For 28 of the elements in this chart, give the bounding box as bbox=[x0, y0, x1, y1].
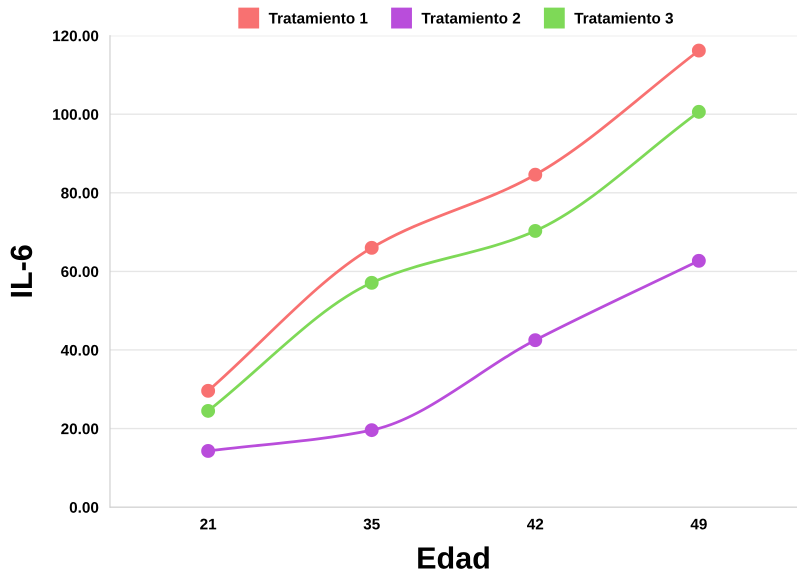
x-axis-title: Edad bbox=[418, 546, 489, 569]
point bbox=[692, 104, 706, 119]
point bbox=[201, 384, 216, 398]
point bbox=[528, 333, 542, 348]
y-tick-label: 80.00 bbox=[61, 188, 98, 199]
point bbox=[528, 168, 542, 182]
point bbox=[528, 224, 542, 238]
legend-label: Tratamiento 2 bbox=[422, 12, 520, 24]
x-tick-label: 35 bbox=[364, 518, 380, 530]
x-tick-label: 21 bbox=[200, 518, 216, 530]
point bbox=[692, 44, 706, 58]
x-tick-label: 42 bbox=[527, 518, 544, 530]
y-axis-title: IL-6 bbox=[10, 245, 32, 297]
point bbox=[364, 276, 379, 290]
y-tick-label: 60.00 bbox=[61, 266, 98, 278]
x-tick-label: 49 bbox=[690, 518, 707, 530]
point bbox=[364, 240, 379, 255]
legend-label: Tratamiento 1 bbox=[268, 12, 368, 24]
y-tick-label: 20.00 bbox=[61, 423, 98, 434]
point bbox=[201, 404, 216, 418]
y-tick-label: 40.00 bbox=[60, 344, 98, 356]
y-tick-label: 100.00 bbox=[53, 109, 98, 120]
point bbox=[201, 444, 216, 458]
y-tick-label: 120.00 bbox=[53, 30, 98, 42]
point bbox=[692, 254, 706, 268]
legend-label: Tratamiento 3 bbox=[574, 12, 673, 24]
point bbox=[364, 423, 379, 438]
y-tick-label: 0.00 bbox=[70, 502, 98, 513]
